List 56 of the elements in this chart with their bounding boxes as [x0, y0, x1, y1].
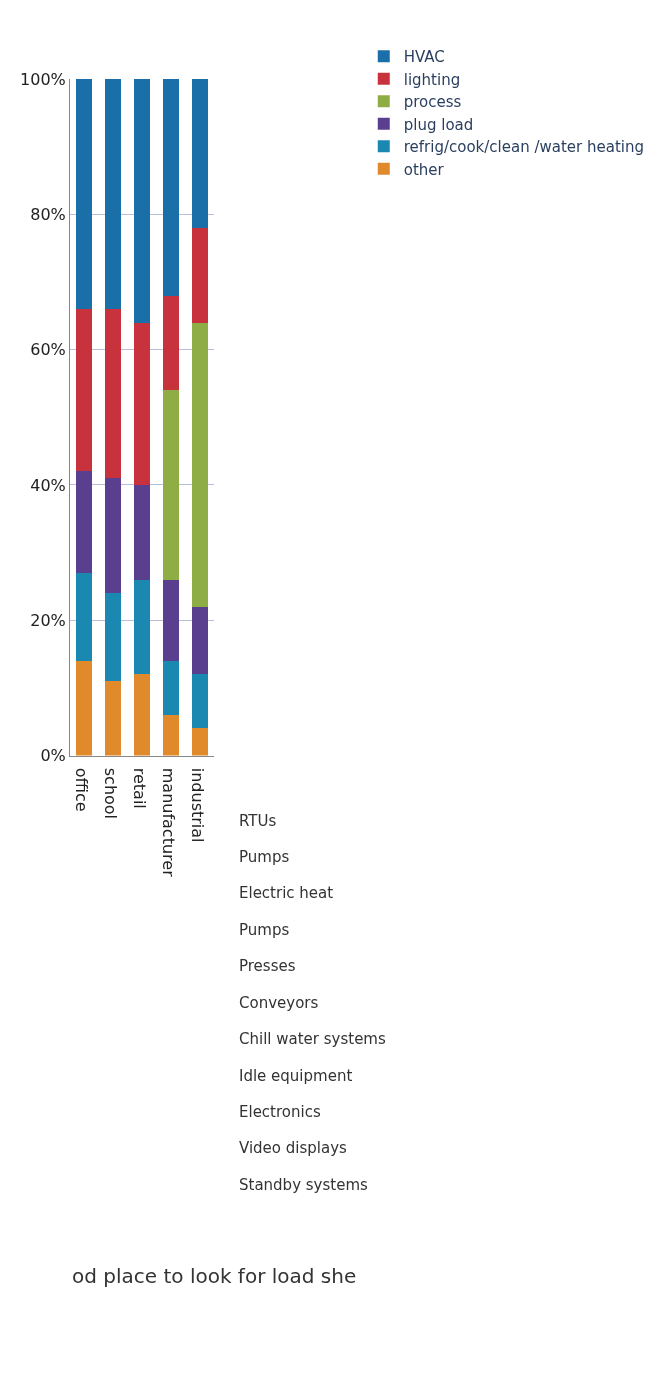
bar — [191, 79, 208, 228]
bar — [76, 309, 93, 472]
bar — [134, 484, 150, 580]
text: Electronics — [239, 1103, 321, 1121]
bar — [162, 79, 179, 296]
y-tick-label: 60% — [30, 340, 66, 360]
legend-label: plug load — [403, 115, 474, 134]
bar — [191, 674, 208, 729]
bar — [105, 593, 122, 682]
text: Pumps — [239, 848, 290, 866]
bar — [162, 579, 179, 661]
bar — [191, 728, 208, 756]
bar — [191, 322, 208, 607]
x-tick-label: industrial — [187, 767, 207, 843]
text: Pumps — [239, 921, 290, 939]
text: Standby systems — [239, 1176, 369, 1194]
x-tick-label: school — [101, 767, 121, 820]
bar — [76, 471, 93, 573]
bar — [76, 79, 93, 310]
bar — [162, 714, 179, 756]
bar — [76, 660, 93, 756]
text: Video displays — [239, 1139, 348, 1157]
bar — [162, 295, 179, 391]
text: Presses — [239, 957, 296, 975]
y-tick-label: 80% — [30, 204, 66, 224]
legend-label: lighting — [403, 70, 461, 89]
x-tick-label: office — [72, 767, 92, 812]
y-tick-label: 100% — [20, 69, 66, 89]
y-tick-label: 0% — [40, 746, 66, 766]
text: Conveyors — [239, 994, 319, 1012]
bar — [162, 660, 179, 715]
bar — [134, 674, 150, 756]
bar — [191, 606, 208, 675]
bar — [134, 322, 150, 485]
text: Idle equipment — [239, 1067, 353, 1085]
x-tick-label: retail — [130, 767, 149, 809]
bar — [134, 79, 150, 323]
bar — [76, 572, 93, 661]
bar — [191, 227, 208, 323]
x-tick-label: manufacturer — [158, 767, 178, 878]
y-tick-label: 20% — [30, 610, 66, 630]
y-tick-label: 40% — [30, 475, 66, 495]
bar — [105, 309, 122, 479]
text: Electric heat — [239, 884, 334, 902]
bar — [162, 390, 179, 580]
text: od place to look for load she — [72, 1264, 357, 1288]
text: Chill water systems — [239, 1030, 386, 1048]
legend-label: refrig/cook/clean /water heating — [403, 138, 645, 157]
text: RTUs — [239, 812, 277, 830]
legend-label: other — [403, 160, 445, 179]
bar — [134, 579, 150, 675]
legend-label: process — [403, 93, 462, 112]
bar — [105, 79, 122, 310]
bar — [105, 681, 122, 756]
bar — [105, 478, 122, 594]
legend-label: HVAC — [403, 48, 445, 67]
